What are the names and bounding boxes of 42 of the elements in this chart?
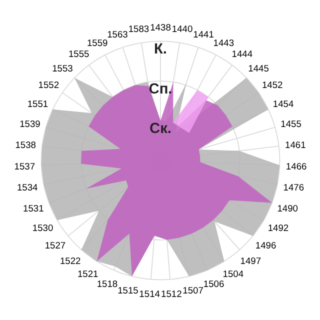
spoke-label: 1476	[283, 182, 304, 193]
spoke-label: 1522	[60, 256, 81, 266]
spoke-label: 1537	[14, 161, 36, 172]
spoke-label: 1539	[20, 118, 40, 129]
spoke-label: 1555	[68, 49, 90, 60]
spoke-label: 1552	[38, 80, 60, 90]
spoke-label: 1534	[16, 182, 38, 193]
y-tick-label: Ск.	[150, 121, 172, 138]
spoke-label: 1521	[77, 268, 98, 279]
spoke-label: 1504	[222, 268, 244, 279]
spoke-label: 1512	[161, 289, 182, 300]
spoke-label: 1454	[272, 98, 294, 109]
spoke-label: 1518	[96, 278, 118, 289]
spoke-label: 1445	[248, 63, 269, 74]
spoke-label: 1515	[118, 286, 138, 296]
y-tick-label: К.	[154, 42, 168, 58]
spoke-label: 1441	[193, 29, 214, 40]
spoke-label: 1438	[150, 22, 171, 32]
spoke-label: 1444	[232, 49, 253, 60]
spoke-label: 1443	[213, 38, 234, 48]
spoke-label: 1583	[128, 24, 150, 34]
spoke-label: 1490	[277, 203, 298, 214]
spoke-label: 1530	[32, 222, 54, 233]
spoke-label: 1492	[268, 222, 289, 233]
spoke-label: 1452	[262, 80, 283, 90]
spoke-label: 1514	[139, 289, 160, 300]
spoke-label: 1497	[240, 256, 262, 266]
spoke-label: 1559	[86, 38, 108, 48]
spoke-label: 1553	[52, 63, 73, 74]
spoke-label: 1563	[107, 29, 128, 40]
spoke-label: 1506	[203, 278, 224, 289]
spoke-label: 1455	[280, 118, 302, 129]
spoke-label: 1440	[172, 24, 193, 34]
y-tick-label: Сп.	[148, 81, 172, 98]
spoke-label: 1496	[255, 240, 276, 250]
spoke-label: 1461	[285, 140, 306, 150]
spoke-label: 1531	[23, 203, 44, 214]
spoke-label: 1466	[286, 161, 307, 172]
spoke-label: 1538	[15, 140, 36, 150]
spoke-label: 1507	[182, 286, 204, 296]
spoke-label: 1551	[27, 98, 48, 109]
spoke-label: 1527	[44, 240, 66, 250]
